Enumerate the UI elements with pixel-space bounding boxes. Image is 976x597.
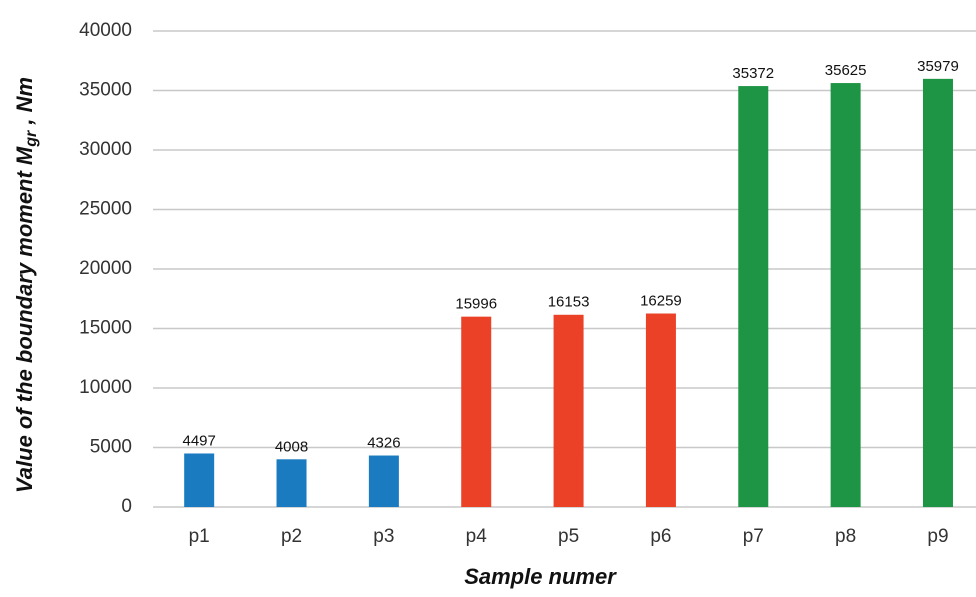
y-tick-label: 40000: [79, 20, 132, 41]
x-tick-label: p1: [189, 526, 210, 547]
y-tick-label: 35000: [79, 80, 132, 101]
bar: [276, 459, 307, 507]
data-label: 16153: [548, 294, 590, 311]
data-label: 4326: [367, 434, 400, 451]
y-tick-label: 30000: [79, 139, 132, 160]
y-tick-label: 5000: [90, 437, 132, 458]
y-axis-title-sub: gr: [23, 130, 40, 148]
y-tick-label: 25000: [79, 199, 132, 220]
bar: [738, 86, 769, 508]
data-label: 15996: [455, 296, 497, 313]
data-label: 35979: [917, 58, 959, 75]
data-label: 4008: [275, 438, 308, 455]
y-axis-title-unit: , Nm: [12, 77, 37, 131]
y-tick-label: 15000: [79, 318, 132, 339]
y-tick-label: 0: [121, 496, 132, 517]
y-tick-label: 10000: [79, 377, 132, 398]
x-tick-label: p7: [743, 526, 764, 547]
bar: [645, 313, 676, 507]
bar: [368, 455, 399, 507]
x-tick-label: p5: [558, 526, 579, 547]
data-label: 35372: [732, 65, 774, 82]
x-axis-title: Sample numer: [464, 564, 617, 589]
x-tick-label: p6: [650, 526, 671, 547]
x-tick-label: p8: [835, 526, 856, 547]
bar: [830, 83, 861, 507]
x-tick-label: p4: [466, 526, 488, 547]
bar: [922, 78, 953, 507]
data-label: 16259: [640, 292, 682, 309]
bar: [184, 453, 215, 507]
bar: [553, 314, 584, 507]
x-tick-label: p2: [281, 526, 302, 547]
y-tick-label: 20000: [79, 258, 132, 279]
data-label: 35625: [825, 62, 867, 79]
x-tick-label: p9: [927, 526, 948, 547]
x-tick-label: p3: [373, 526, 394, 547]
y-axis-title: Value of the boundary moment Mgr , Nm: [12, 77, 40, 493]
y-axis-title-main: Value of the boundary moment M: [12, 146, 37, 493]
bar: [461, 316, 492, 507]
data-label: 4497: [182, 432, 215, 449]
